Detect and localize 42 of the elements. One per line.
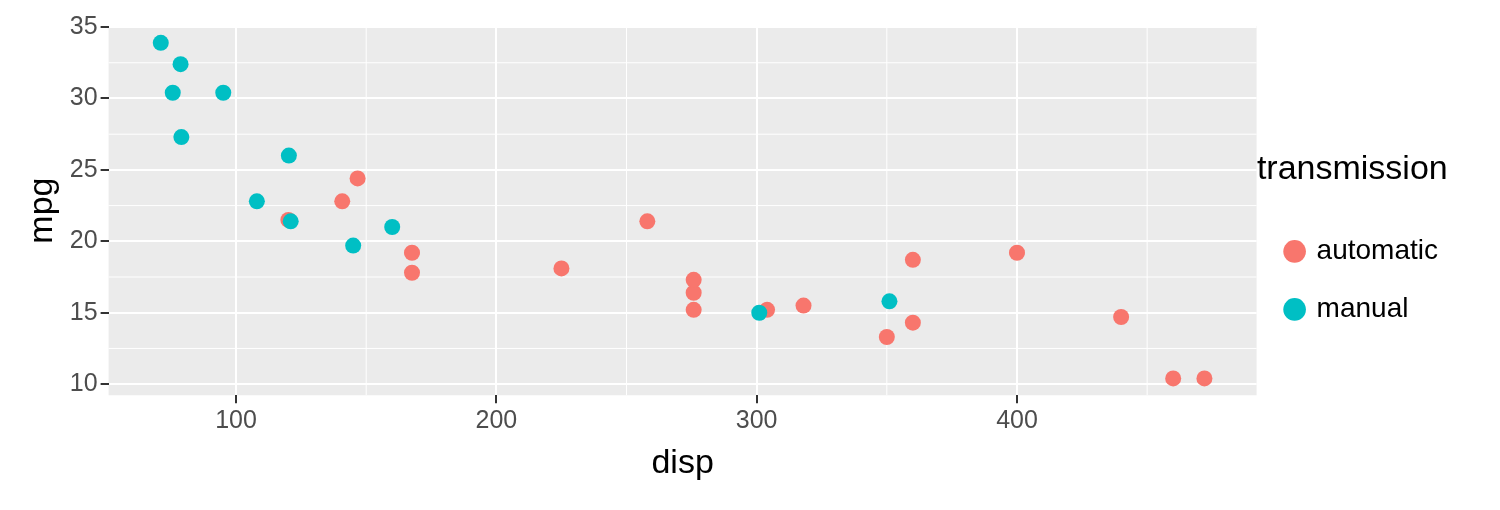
point [345, 237, 362, 254]
y-tick-label: 35 [69, 10, 98, 39]
point [152, 34, 169, 51]
point [164, 84, 181, 101]
point [384, 219, 401, 236]
y-tick-label: 10 [69, 368, 98, 397]
y-tick-label: 15 [69, 296, 98, 325]
y-tick-label: 20 [69, 225, 98, 254]
x-tick-label: 100 [215, 405, 257, 434]
point [404, 244, 420, 261]
point [553, 260, 570, 277]
point [1008, 244, 1025, 261]
y-axis-title: mpg [20, 177, 59, 244]
point [878, 329, 895, 345]
x-tick-label: 200 [475, 405, 518, 434]
point [1113, 309, 1130, 325]
point [280, 147, 297, 164]
legend-label: manual [1316, 292, 1409, 324]
point [795, 297, 812, 314]
point [685, 301, 702, 318]
point [349, 170, 366, 187]
point [215, 84, 232, 101]
y-tick-label: 25 [69, 153, 98, 182]
point [904, 314, 921, 331]
point [685, 271, 702, 288]
x-tick-label: 400 [996, 405, 1038, 434]
point [334, 193, 351, 210]
point [904, 251, 921, 268]
x-axis-title: disp [651, 441, 714, 480]
point [404, 264, 420, 281]
y-tick-label: 30 [69, 82, 98, 111]
point [1165, 370, 1182, 387]
legend-title: transmission [1256, 147, 1448, 186]
point [1196, 370, 1213, 387]
point [248, 193, 265, 210]
point [751, 304, 768, 321]
x-tick-label: 300 [735, 405, 778, 434]
point [881, 293, 898, 310]
point [173, 129, 190, 146]
point [639, 213, 656, 230]
legend-label: automatic [1316, 234, 1439, 266]
point [172, 56, 189, 73]
